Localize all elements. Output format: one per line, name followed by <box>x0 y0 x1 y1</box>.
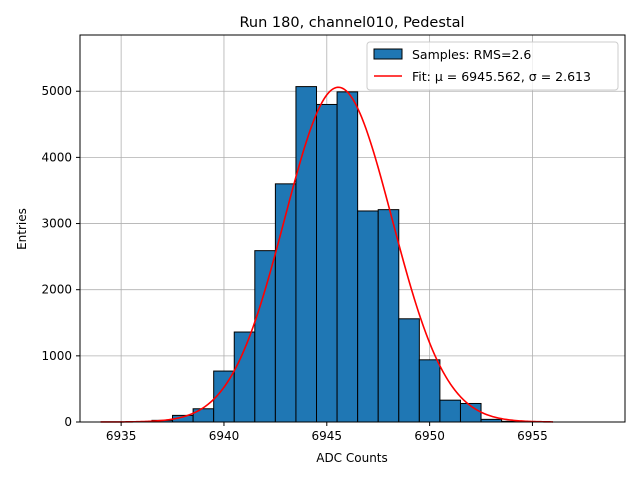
axes-frame <box>79 34 626 423</box>
x-tick-label: 6935 <box>106 429 137 443</box>
histogram-bar <box>254 250 276 423</box>
legend-samples-label: Samples: RMS=2.6 <box>412 47 531 62</box>
histogram-bar <box>274 183 297 423</box>
y-axis-label: Entries <box>15 208 29 250</box>
y-tick-label: 1000 <box>41 349 72 363</box>
y-tick-label: 0 <box>64 415 72 429</box>
x-tick-label: 6950 <box>414 429 445 443</box>
legend-samples-swatch <box>373 48 403 60</box>
x-tick-label: 6955 <box>517 429 548 443</box>
histogram-bar <box>418 359 441 423</box>
histogram-bar <box>439 399 461 423</box>
histogram-bars <box>130 86 523 423</box>
histogram-bar <box>357 210 379 423</box>
x-axis-ticks: 6935 6940 6945 6950 6955 <box>106 422 548 443</box>
y-tick-label: 4000 <box>41 150 72 164</box>
x-tick-label: 6940 <box>209 429 240 443</box>
legend-fit-label: Fit: μ = 6945.562, σ = 2.613 <box>412 69 591 84</box>
x-tick-label: 6945 <box>312 429 343 443</box>
histogram-bar <box>336 91 359 423</box>
fit-curve <box>100 86 554 423</box>
histogram-bar <box>192 408 215 423</box>
fit-curve-group <box>100 86 554 423</box>
legend: Samples: RMS=2.6 Fit: μ = 6945.562, σ = … <box>366 41 619 91</box>
histogram-bar <box>295 86 318 423</box>
y-tick-label: 3000 <box>41 217 72 231</box>
x-axis-label: ADC Counts <box>316 451 388 465</box>
histogram-bar <box>398 318 420 423</box>
chart-title: Run 180, channel010, Pedestal <box>239 15 464 31</box>
histogram-bar <box>316 103 338 423</box>
histogram-bar <box>377 209 400 423</box>
legend-box <box>366 41 619 91</box>
histogram-bar <box>233 331 256 423</box>
y-axis-ticks: 0 1000 2000 3000 4000 5000 <box>41 84 80 429</box>
y-tick-label: 5000 <box>41 84 72 98</box>
y-tick-label: 2000 <box>41 283 72 297</box>
